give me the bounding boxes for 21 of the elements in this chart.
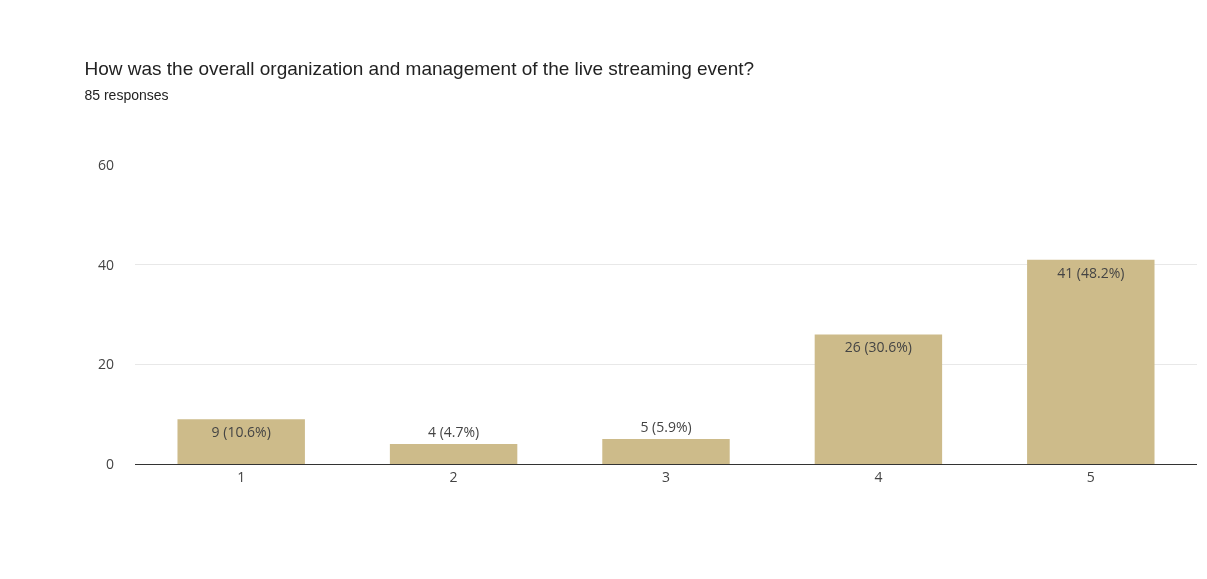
data-label: 5 (5.9%) [640, 417, 692, 437]
y-tick-label: 20 [97, 354, 114, 374]
x-tick-label: 5 [1086, 466, 1095, 486]
bar [814, 334, 943, 464]
chart-title: How was the overall organization and management of the live streaming event? [84, 58, 755, 80]
y-tick-label: 0 [105, 453, 114, 473]
bar [602, 439, 730, 464]
data-label: 4 (4.7%) [428, 422, 480, 442]
x-tick-label: 2 [449, 466, 458, 486]
bar [1027, 259, 1155, 464]
data-label: 9 (10.6%) [211, 422, 271, 442]
y-tick-label: 60 [97, 154, 114, 174]
data-label: 41 (48.2%) [1057, 262, 1125, 282]
y-tick-label: 40 [97, 254, 114, 274]
chart-subtitle: 85 responses [84, 86, 169, 103]
x-tick-label: 4 [874, 466, 883, 486]
bar [177, 419, 305, 464]
bar [389, 444, 518, 464]
data-label: 26 (30.6%) [844, 337, 912, 357]
x-tick-label: 1 [237, 466, 246, 486]
x-tick-label: 3 [661, 466, 671, 486]
